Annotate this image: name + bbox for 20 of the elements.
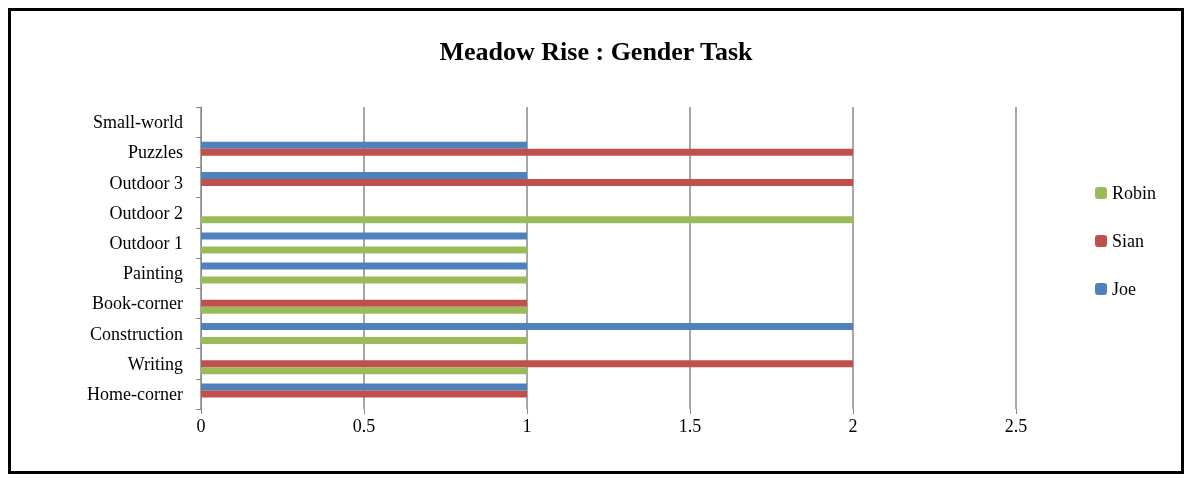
y-tick-label: Small-world: [93, 112, 183, 133]
y-tick-label: Puzzles: [128, 142, 183, 163]
legend-label: Robin: [1111, 183, 1157, 203]
x-tick-label: 2: [848, 416, 858, 436]
x-tick-label: 0.5: [352, 416, 376, 436]
y-tick-label: Painting: [122, 263, 183, 284]
x-tick-label: 1: [522, 416, 532, 436]
x-tick-label: 2.5: [1004, 416, 1028, 436]
y-tick-label: Outdoor 2: [109, 202, 183, 223]
legend-label: Joe: [1111, 279, 1136, 299]
y-tick-label: Outdoor 1: [109, 232, 183, 253]
y-tick-label: Writing: [127, 353, 183, 374]
x-tick-label: 1.5: [678, 416, 702, 436]
chart-title: Meadow Rise : Gender Task: [439, 36, 754, 66]
y-tick-label: Construction: [90, 323, 183, 344]
legend-label: Sian: [1111, 231, 1145, 251]
y-tick-label: Outdoor 3: [109, 172, 183, 193]
y-tick-label: Book-corner: [92, 293, 183, 314]
y-tick-label: Home-corner: [87, 383, 183, 404]
x-tick-label: 0: [196, 416, 206, 436]
